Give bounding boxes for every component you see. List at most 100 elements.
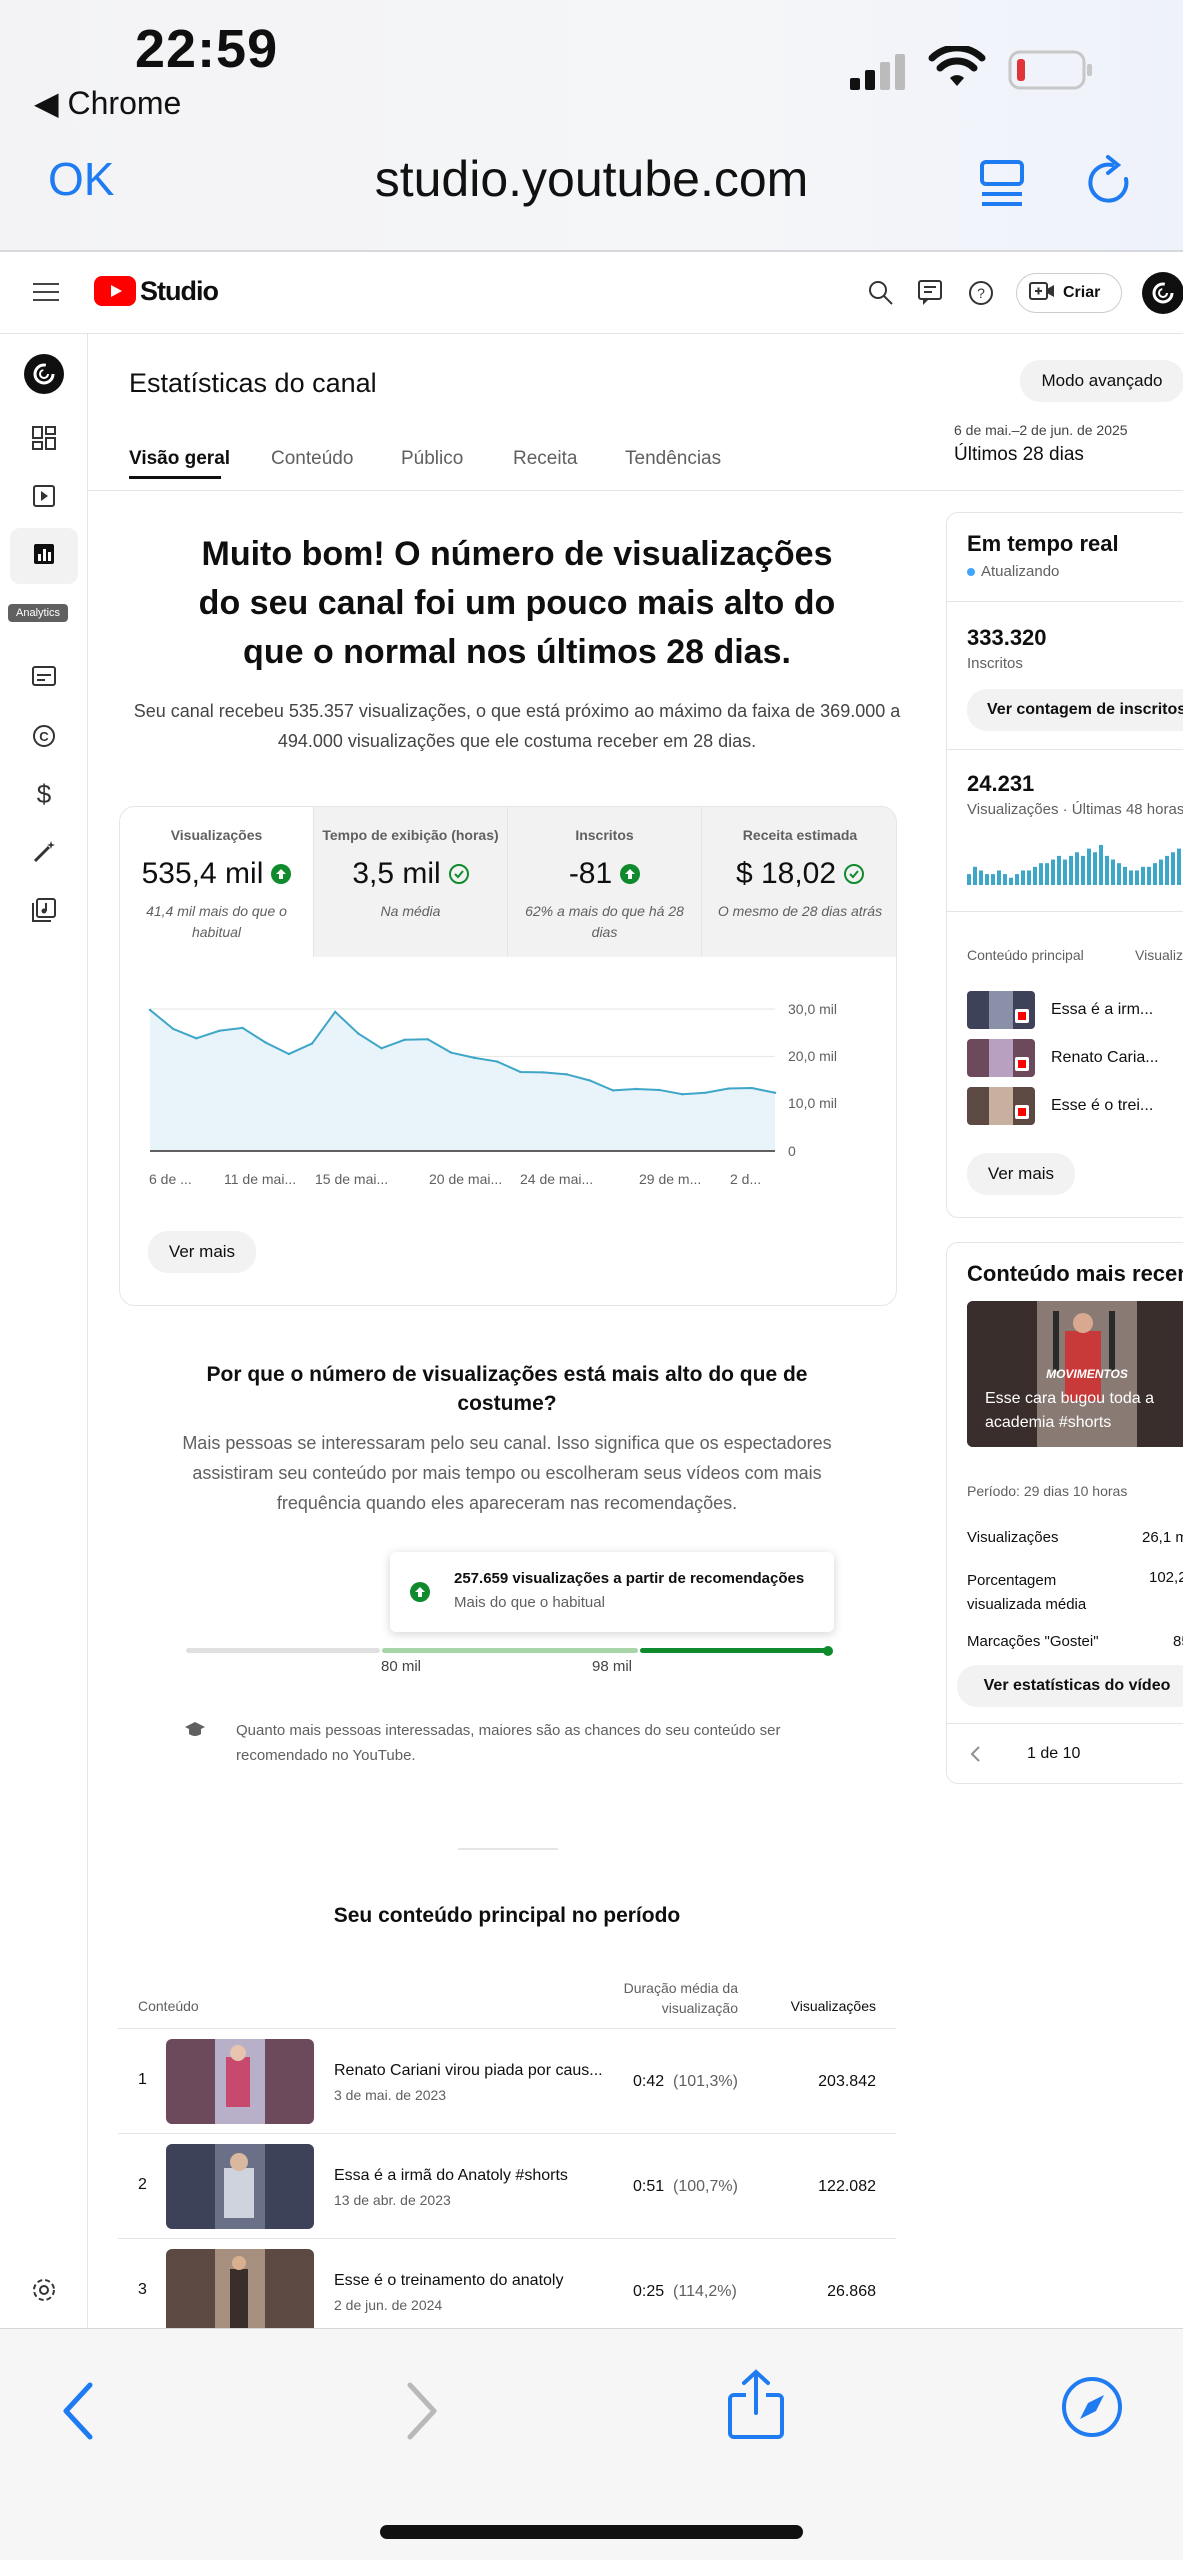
realtime-bar[interactable]	[991, 874, 995, 885]
channel-avatar[interactable]	[1142, 272, 1183, 314]
data-point[interactable]	[171, 1027, 175, 1031]
realtime-bar[interactable]	[1009, 877, 1013, 885]
search-icon[interactable]	[868, 280, 894, 311]
data-point[interactable]	[148, 1008, 152, 1012]
rt-content-item[interactable]: Renato Caria...	[967, 1039, 1183, 1077]
realtime-bar[interactable]	[1081, 855, 1085, 885]
realtime-bar[interactable]	[1123, 866, 1127, 885]
rt-content-item[interactable]: Esse é o trei...	[967, 1087, 1183, 1125]
period-selector[interactable]: Últimos 28 dias	[954, 444, 1084, 465]
data-point[interactable]	[773, 1091, 777, 1094]
settings-icon[interactable]	[26, 2272, 62, 2308]
reload-icon[interactable]	[1084, 155, 1136, 216]
data-point[interactable]	[264, 1041, 267, 1044]
realtime-bar[interactable]	[985, 874, 989, 885]
audio-library-icon[interactable]	[26, 892, 62, 928]
data-point[interactable]	[704, 1091, 707, 1094]
done-button[interactable]: OK	[48, 153, 115, 205]
data-point[interactable]	[310, 1042, 314, 1045]
realtime-bar[interactable]	[1105, 855, 1109, 885]
video-thumbnail[interactable]	[166, 2144, 314, 2229]
realtime-bar[interactable]	[1153, 863, 1157, 885]
metric-subscribers[interactable]: Inscritos -81 62% a mais do que há 28 di…	[508, 807, 702, 957]
realtime-see-more-button[interactable]: Ver mais	[967, 1153, 1075, 1195]
back-to-app-link[interactable]: ◀ Chrome	[34, 85, 182, 121]
realtime-bar[interactable]	[1021, 870, 1025, 885]
data-point[interactable]	[611, 1089, 615, 1092]
realtime-bar[interactable]	[1147, 866, 1151, 885]
analytics-nav-item[interactable]	[10, 528, 78, 584]
video-thumbnail[interactable]	[166, 2249, 314, 2328]
realtime-bar[interactable]	[1177, 848, 1181, 885]
realtime-bar[interactable]	[1129, 870, 1133, 885]
tab-trends[interactable]: Tendências	[625, 448, 722, 469]
feedback-icon[interactable]	[918, 280, 942, 311]
data-point[interactable]	[588, 1079, 592, 1082]
tab-revenue[interactable]: Receita	[513, 448, 578, 469]
realtime-bar[interactable]	[997, 870, 1001, 885]
channel-avatar-small[interactable]	[24, 354, 64, 394]
table-row[interactable]: 2 Essa é a irmã do Anatoly #shorts 13 de…	[118, 2133, 896, 2238]
menu-icon[interactable]	[33, 282, 59, 307]
realtime-bar[interactable]	[1093, 852, 1097, 885]
metric-watch-time[interactable]: Tempo de exibição (horas) 3,5 mil Na méd…	[314, 807, 508, 957]
address-bar[interactable]: studio.youtube.com	[374, 151, 809, 207]
recent-thumbnail[interactable]: MOVIMENTOS Esse cara bugou toda a academ…	[967, 1301, 1183, 1447]
subtitles-icon[interactable]	[26, 658, 62, 694]
realtime-bar[interactable]	[1057, 855, 1061, 885]
metric-revenue[interactable]: Receita estimada $ 18,02 O mesmo de 28 d…	[702, 807, 896, 957]
earn-icon[interactable]: $	[26, 776, 62, 812]
data-point[interactable]	[658, 1088, 661, 1092]
realtime-bar[interactable]	[1063, 859, 1067, 885]
data-point[interactable]	[519, 1070, 522, 1074]
data-point[interactable]	[727, 1087, 730, 1090]
chevron-left-icon[interactable]	[969, 1745, 981, 1768]
data-point[interactable]	[542, 1071, 545, 1074]
realtime-bar[interactable]	[1075, 852, 1079, 885]
realtime-bar[interactable]	[1027, 870, 1031, 885]
realtime-bar[interactable]	[1171, 852, 1175, 885]
realtime-bar[interactable]	[1069, 855, 1073, 885]
video-thumbnail[interactable]	[166, 2039, 314, 2124]
data-point[interactable]	[380, 1047, 383, 1050]
realtime-bar[interactable]	[1039, 863, 1043, 885]
data-point[interactable]	[218, 1029, 221, 1032]
realtime-bar[interactable]	[1165, 855, 1169, 885]
data-point[interactable]	[750, 1086, 754, 1090]
data-point[interactable]	[472, 1056, 476, 1059]
realtime-bar[interactable]	[1099, 845, 1103, 885]
reader-icon[interactable]	[978, 158, 1026, 215]
video-title[interactable]: Esse é o treinamento do anatoly	[334, 2272, 564, 2289]
back-icon[interactable]	[60, 2381, 96, 2446]
table-row[interactable]: 3 Esse é o treinamento do anatoly 2 de j…	[118, 2238, 896, 2328]
data-point[interactable]	[333, 1010, 337, 1014]
see-more-button[interactable]: Ver mais	[148, 1231, 256, 1273]
date-range[interactable]: 6 de mai.–2 de jun. de 2025	[954, 422, 1128, 438]
realtime-bar[interactable]	[1045, 863, 1049, 885]
realtime-bar[interactable]	[1033, 866, 1037, 885]
data-point[interactable]	[426, 1038, 429, 1041]
realtime-bar[interactable]	[1117, 863, 1121, 885]
realtime-bar[interactable]	[973, 866, 977, 885]
data-point[interactable]	[287, 1052, 291, 1056]
metric-views[interactable]: Visualizações 535,4 mil 41,4 mil mais do…	[120, 807, 314, 957]
tab-audience[interactable]: Público	[401, 448, 464, 469]
youtube-logo-icon[interactable]	[94, 276, 136, 311]
realtime-bar[interactable]	[1141, 866, 1145, 885]
data-point[interactable]	[195, 1037, 198, 1040]
create-button[interactable]: Criar	[1016, 273, 1122, 313]
tab-content[interactable]: Conteúdo	[271, 448, 354, 469]
col-header-duration[interactable]: Duração média da visualização	[623, 1980, 738, 2016]
view-subscriber-count-button[interactable]: Ver contagem de inscritos	[967, 689, 1183, 731]
data-point[interactable]	[634, 1087, 638, 1091]
safari-compass-icon[interactable]	[1060, 2375, 1124, 2444]
realtime-bar[interactable]	[979, 870, 983, 885]
data-point[interactable]	[241, 1026, 244, 1030]
table-row[interactable]: 1 Renato Cariani virou piada por caus...…	[118, 2028, 896, 2133]
video-analytics-button[interactable]: Ver estatísticas do vídeo	[957, 1665, 1183, 1707]
realtime-bar[interactable]	[967, 874, 971, 885]
col-header-views[interactable]: Visualizações	[790, 1998, 876, 2014]
advanced-mode-button[interactable]: Modo avançado	[1020, 360, 1183, 402]
realtime-bar[interactable]	[1003, 874, 1007, 885]
realtime-bar[interactable]	[1051, 859, 1055, 885]
